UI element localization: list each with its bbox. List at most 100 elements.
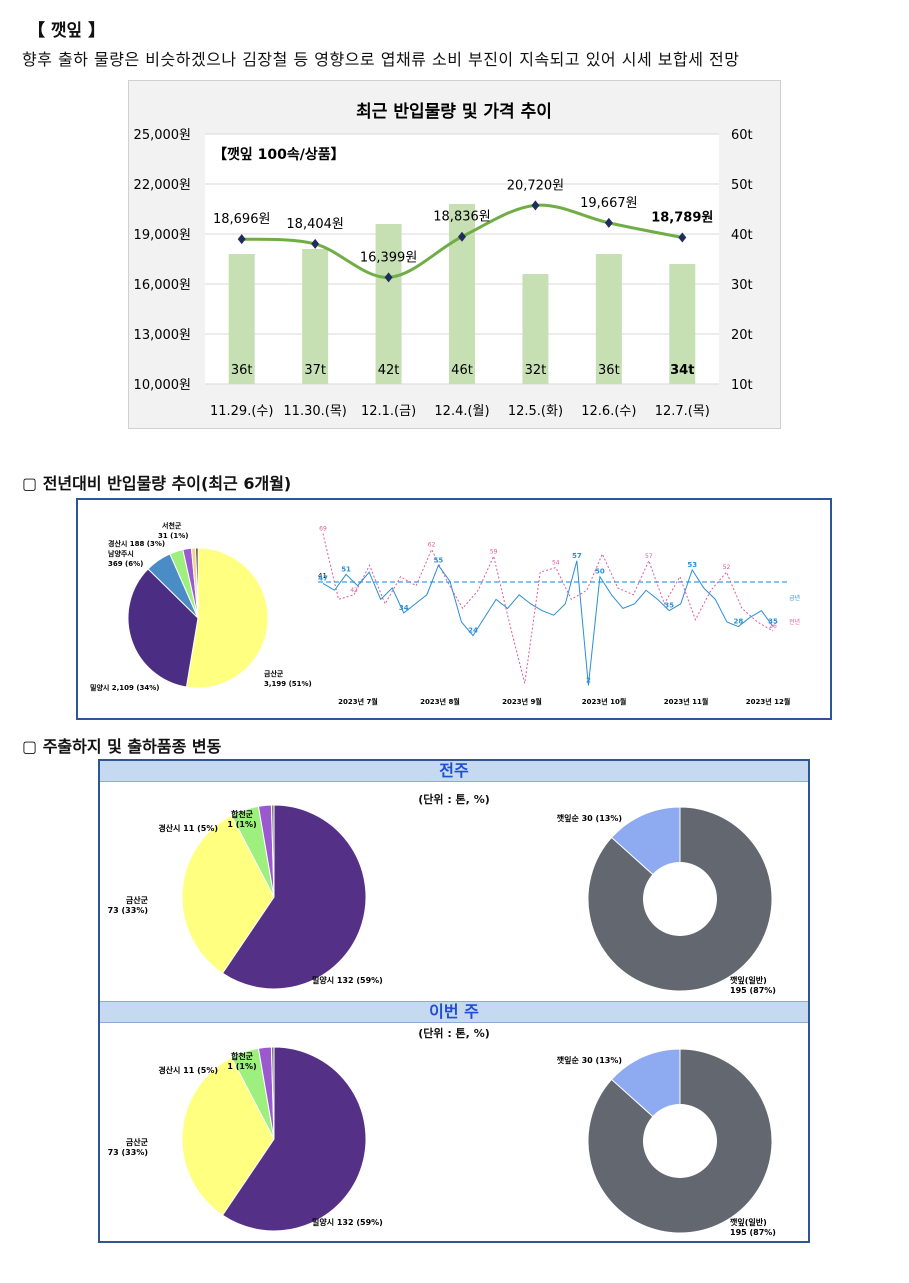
pie-label-hapcheon: 1 (1%) [227,820,256,829]
pie-value-namyangju: 369 (6%) [108,560,143,568]
donut-label-sprout: 깻잎순 30 (13%) [557,813,622,823]
y-tick-right: 40t [731,228,753,243]
legend-prev-year: 전년 [789,618,800,626]
price-volume-svg: 최근 반입물량 및 가격 추이 10,000원 13,000원 16,000원 19,0… [134,102,753,419]
x-tick-month: 2023년 7월 [338,697,378,706]
y-tick-right: 10t [731,378,753,393]
x-tick-month: 2023년 8월 [420,697,460,706]
panel-band-this: 이번 주 [100,1001,808,1023]
donut-hole [643,862,717,936]
pie-value-seocheon: 31 (1%) [158,532,188,540]
donut-label-general: 깻잎(일반) [730,1217,767,1227]
prev-year-value: 52 [723,564,731,571]
donut-label-sprout: 깻잎순 30 (13%) [557,1055,622,1065]
volume-bar [522,274,549,384]
pie-label-miryang: 밀양시 132 (59%) [312,975,383,985]
x-tick-label: 11.29.(수) [210,404,273,419]
this-year-value: 2 [586,676,591,684]
x-tick-label: 12.1.(금) [361,404,416,419]
pie-label-hapcheon: 1 (1%) [227,1062,256,1071]
prev-year-value: 62 [428,541,436,548]
this-year-value: 47 [318,574,328,582]
prev-year-value: 54 [552,560,560,567]
x-tick-label: 12.7.(목) [655,404,710,419]
y-tick-left: 19,000원 [134,228,191,243]
this-year-value: 24 [468,627,478,635]
y-tick-left: 10,000원 [134,378,191,393]
origin-pie-slice [270,1046,275,1140]
this-year-value: 34 [399,604,409,612]
prev-year-value: 59 [490,548,498,555]
y-tick-left: 22,000원 [134,178,191,193]
price-marker [531,200,540,211]
pie-label-geumsan: 73 (33%) [108,1148,148,1157]
price-marker [604,217,613,228]
volume-bar [302,249,329,384]
y-tick-right: 50t [731,178,753,193]
x-tick-month: 2023년 9월 [502,697,542,706]
price-marker [384,272,393,283]
page-heading: 【 깻잎 】 [28,21,106,41]
section-title-yoy: ▢ 전년대비 반입물량 추이(최근 6개월) [22,474,292,493]
pie-label-miryang: 밀양시 2,109 (34%) [90,683,160,692]
this-year-value: 57 [572,552,582,560]
y-tick-right: 30t [731,278,753,293]
volume-bar [595,254,622,384]
origin-pie-slice [221,1046,367,1232]
this-year-value: 51 [341,565,351,573]
y-tick-right: 60t [731,128,753,143]
panel-band-prev: 전주 [100,761,808,782]
price-marker [678,232,687,243]
x-tick-label: 12.4.(월) [434,404,489,419]
this-year-value: 55 [434,556,444,564]
bar-label: 46t [451,363,473,378]
pie-label-namyangju: 남양주시 [108,549,134,558]
this-year-value: 35 [768,618,778,626]
origin-pie-slice [181,1056,275,1216]
chart-subtitle: 【깻잎 100속/상품】 [213,146,345,163]
price-marker [237,234,246,245]
yoy-panel: 금산군 3,199 (51%) 밀양시 2,109 (34%) 남양주시 369 (6%… [76,498,832,720]
reference-label: 41 [318,572,327,580]
x-tick-label: 12.5.(화) [508,404,563,419]
donut-hole [643,1104,717,1178]
market-summary: 향후 출하 물량은 비슷하겠으나 김장철 등 영향으로 엽채류 소비 부진이 지… [22,50,740,69]
x-tick-month: 2023년 10월 [582,697,627,706]
donut-label-general: 195 (87%) [730,986,776,995]
unit-label-this: (단위 : 톤, %) [418,1027,490,1040]
bar-label: 36t [231,363,253,378]
volume-bar [669,264,696,384]
price-label: 19,667원 [580,196,637,211]
unit-label-prev: (단위 : 톤, %) [418,793,490,806]
bar-label: 37t [304,363,326,378]
this-year-line [322,560,774,686]
x-tick-label: 12.6.(수) [581,404,636,419]
legend-this-year: 금년 [789,594,800,602]
prev-year-value: 69 [319,526,327,533]
bar-label: 36t [598,363,620,378]
pie-label-hapcheon: 합천군 [231,1051,254,1061]
origin-panel: 전주 (단위 : 톤, %) 밀양시 132 (59%) 금산군 73 (33%) 경… [98,759,810,1243]
price-label: 20,720원 [507,178,564,193]
y-tick-left: 13,000원 [134,328,191,343]
origin-pie-slice [181,814,275,974]
bar-label: 42t [378,363,400,378]
x-tick-month: 2023년 12월 [746,697,791,706]
this-year-value: 28 [734,618,744,626]
pie-label-gyeongsan: 경산시 188 (3%) [108,539,165,548]
bar-label: 34t [670,363,694,378]
bar-label: 32t [525,363,547,378]
origin-pie-slice [270,804,275,898]
y-tick-left: 25,000원 [134,128,191,143]
pie-label-gyeongsan: 경산시 11 (5%) [158,823,218,833]
volume-bar [375,224,402,384]
pie-label-miryang: 밀양시 132 (59%) [312,1217,383,1227]
price-marker [311,238,320,249]
price-label: 18,789원 [651,211,713,226]
pie-label-geumsan: 73 (33%) [108,906,148,915]
x-tick-month: 2023년 11월 [664,697,709,706]
donut-label-general: 깻잎(일반) [730,975,767,985]
origin-pie-slice [195,547,199,619]
